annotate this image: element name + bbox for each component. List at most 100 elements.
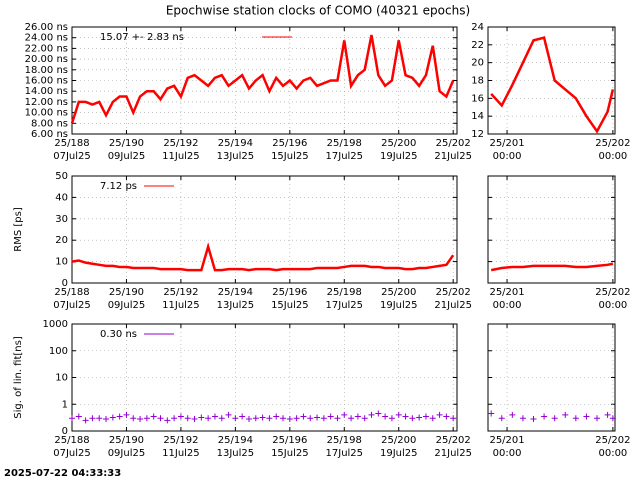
x-tick-label: 25/200 [381,138,416,149]
point [409,415,416,422]
point [375,410,382,417]
series-line [490,262,614,272]
plot-frame [71,175,458,284]
point [191,416,198,423]
point [273,413,280,420]
plot-frame [71,323,458,432]
x-tick-sublabel: 11Jul25 [162,151,200,162]
y-tick-label: 10.00 ns [25,108,68,119]
x-tick-label: 25/201 [489,138,524,149]
y-tick-label: 10 [55,373,68,384]
x-tick-label: 25/192 [163,138,198,149]
point [150,413,157,420]
y-tick-label: 0 [62,278,68,289]
point [422,413,429,420]
x-tick-label: 25/188 [54,435,89,446]
point [293,415,300,422]
y-tick-label: 12.00 ns [25,97,68,108]
x-tick-sublabel: 07Jul25 [53,151,91,162]
series-line [71,242,455,272]
point [327,413,334,420]
x-tick-sublabel: 07Jul25 [53,300,91,311]
y-tick-label: 16.00 ns [25,76,68,87]
x-tick-sublabel: 11Jul25 [162,448,200,459]
point [89,415,96,422]
point [143,415,150,422]
legend-label: 0.30 ns [100,329,137,340]
point [368,411,375,418]
point [239,413,246,420]
x-tick-sublabel: 17Jul25 [326,300,364,311]
plot-frame [487,323,616,432]
point [300,413,307,420]
x-tick-label: 25/198 [327,287,362,298]
x-tick-label: 25/201 [489,435,524,446]
y-tick-label: 20.00 ns [25,54,68,65]
point [416,414,423,421]
point [519,415,526,422]
x-tick-sublabel: 13Jul25 [217,300,255,311]
point [205,415,212,422]
x-tick-sublabel: 15Jul25 [271,151,309,162]
y-tick-label: 18.00 ns [25,65,68,76]
y-tick-label: 16 [471,93,484,104]
x-tick-sublabel: 13Jul25 [217,448,255,459]
point [429,415,436,422]
y-tick-label: 18 [471,76,484,87]
x-tick-label: 25/192 [163,287,198,298]
x-tick-label: 25/198 [327,435,362,446]
point [103,416,110,423]
point [341,411,348,418]
point [225,411,232,418]
point [198,414,205,421]
y-tick-label: 1 [62,399,68,410]
x-tick-label: 25/192 [163,435,198,446]
point [450,415,457,422]
point [488,410,495,417]
point [164,417,171,424]
plot-frame [71,26,458,135]
point [348,415,355,422]
y-tick-label: 40 [55,192,68,203]
point [96,415,103,422]
point [116,413,123,420]
point [388,415,395,422]
point [177,413,184,420]
x-tick-label: 25/202 [436,435,471,446]
x-tick-sublabel: 17Jul25 [326,151,364,162]
point [443,413,450,420]
point [184,415,191,422]
x-tick-label: 25/188 [54,138,89,149]
plot-frame [487,26,616,135]
x-tick-label: 25/196 [272,138,307,149]
y-tick-label: 20 [471,58,484,69]
y-tick-label: 100 [49,346,68,357]
plot-frame [487,175,616,284]
point [530,416,537,423]
y-tick-label: 0 [62,426,68,437]
x-tick-sublabel: 00:00 [598,300,627,311]
point [307,415,314,422]
y-tick-label: 6.00 ns [31,129,68,140]
x-tick-sublabel: 15Jul25 [271,448,309,459]
y-tick-label: 12 [471,129,484,140]
legend-label: 15.07 +- 2.83 ns [100,32,184,43]
x-tick-label: 25/198 [327,138,362,149]
point [609,415,616,422]
x-tick-sublabel: 09Jul25 [108,151,146,162]
x-tick-sublabel: 21Jul25 [434,448,472,459]
point [320,415,327,422]
point [498,415,505,422]
x-tick-sublabel: 13Jul25 [217,151,255,162]
point [211,413,218,420]
point [594,415,601,422]
x-tick-label: 25/200 [381,435,416,446]
point [75,413,82,420]
x-tick-label: 25/194 [218,435,253,446]
y-axis-label: RMS [ps] [13,207,24,252]
point [402,413,409,420]
point [266,415,273,422]
x-tick-label: 25/202 [595,435,630,446]
